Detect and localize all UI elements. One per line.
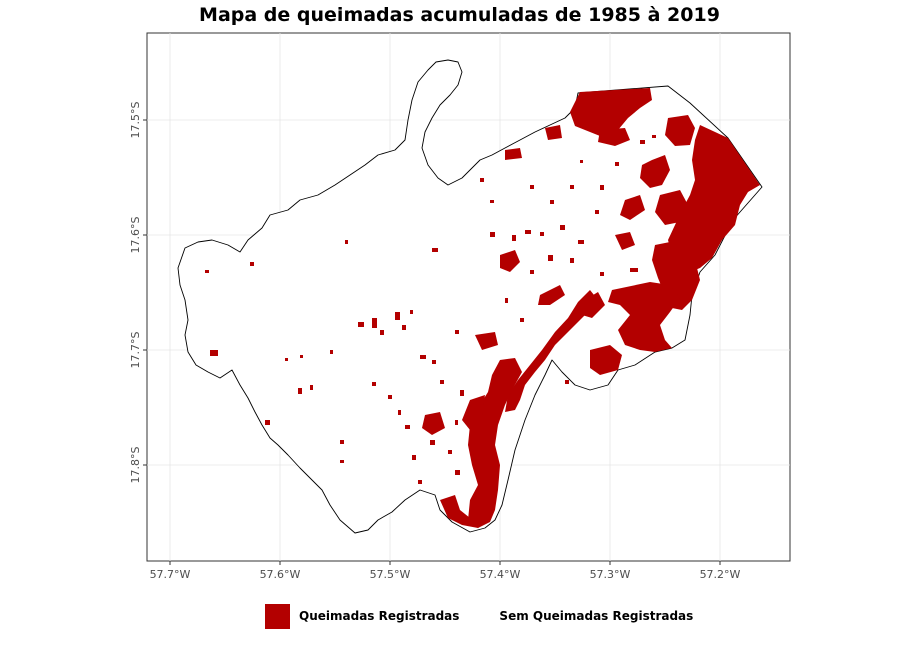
region-boundary bbox=[177, 59, 763, 534]
burn-specks bbox=[205, 135, 656, 484]
legend-burned-label: Queimadas Registradas bbox=[299, 609, 460, 623]
y-tick-label: 17.8°S bbox=[129, 447, 142, 484]
map-title: Mapa de queimadas acumuladas de 1985 à 2… bbox=[199, 4, 720, 26]
x-tick-label: 57.3°W bbox=[590, 568, 631, 581]
legend-item-burned: Queimadas Registradas bbox=[265, 603, 460, 629]
y-tick-label: 17.5°S bbox=[129, 102, 142, 139]
x-tick-label: 57.7°W bbox=[150, 568, 191, 581]
legend-unburned-label: Sem Queimadas Registradas bbox=[499, 609, 694, 623]
x-tick-label: 57.5°W bbox=[370, 568, 411, 581]
map-legend: Queimadas Registradas Sem Queimadas Regi… bbox=[265, 603, 733, 629]
legend-item-unburned: Sem Queimadas Registradas bbox=[499, 604, 693, 629]
y-tick-label: 17.6°S bbox=[129, 217, 142, 254]
x-tick-label: 57.6°W bbox=[260, 568, 301, 581]
burned-swatch-icon bbox=[265, 603, 290, 629]
x-tick-label: 57.2°W bbox=[700, 568, 741, 581]
x-tick-label: 57.4°W bbox=[480, 568, 521, 581]
x-axis: 57.7°W 57.6°W 57.5°W 57.4°W 57.3°W 57.2°… bbox=[150, 561, 741, 581]
y-tick-label: 17.7°S bbox=[129, 332, 142, 369]
y-axis: 17.5°S 17.6°S 17.7°S 17.8°S bbox=[129, 102, 147, 484]
burned-areas bbox=[422, 88, 760, 528]
